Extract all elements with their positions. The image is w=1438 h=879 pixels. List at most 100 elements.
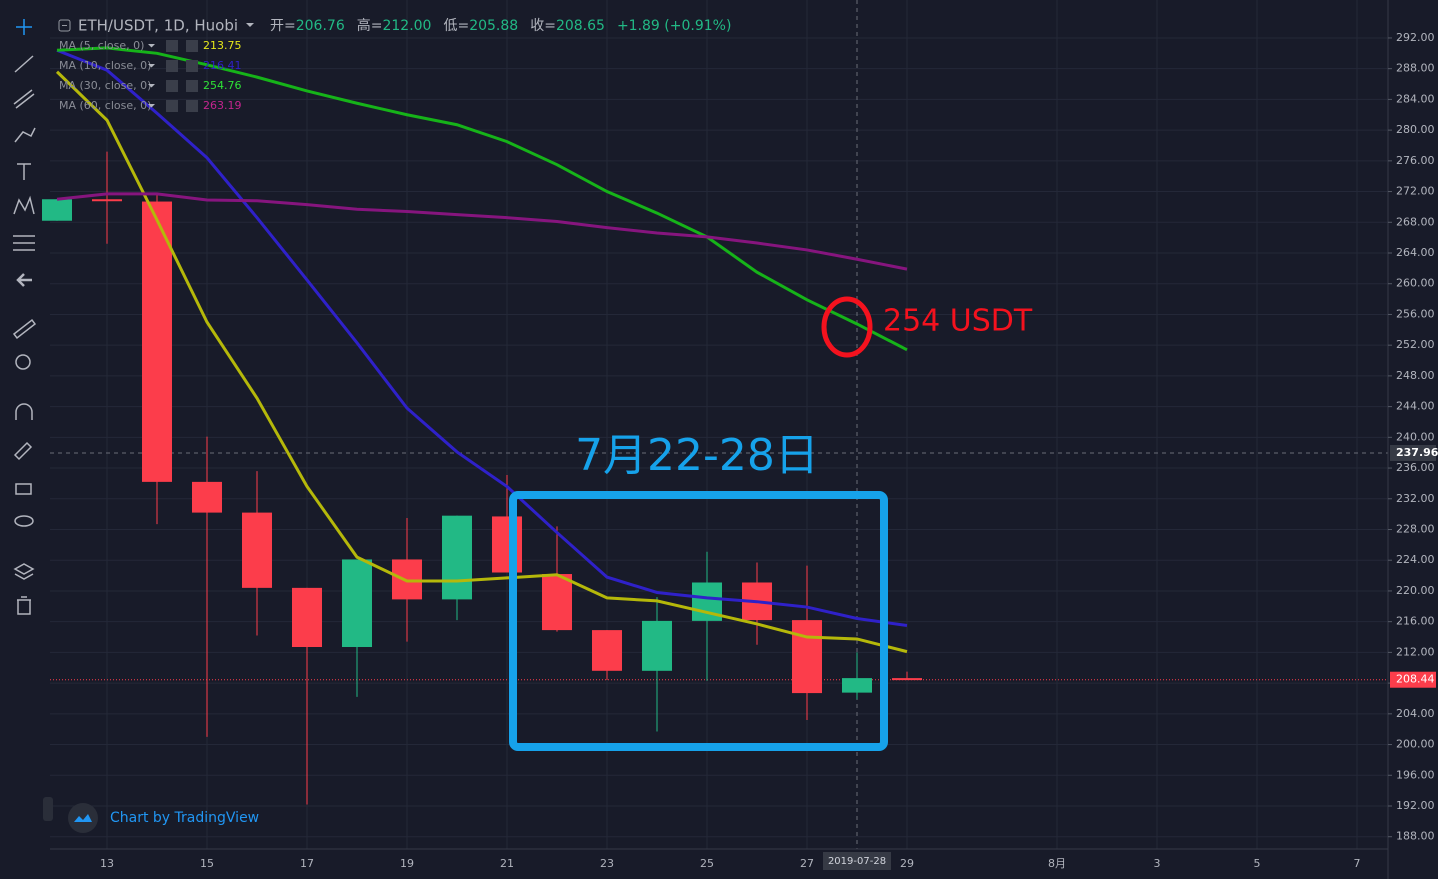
x-tick-label: 5	[1254, 857, 1261, 870]
candle-body	[642, 620, 672, 671]
y-tick-label: 292.00	[1396, 31, 1435, 44]
y-tick-label: 228.00	[1396, 522, 1435, 535]
y-tick-label: 240.00	[1396, 430, 1435, 443]
highlight-circle	[821, 296, 873, 358]
crosshair-date-box	[823, 852, 891, 870]
tool-lock-draw[interactable]	[13, 441, 33, 461]
y-tick-label: 268.00	[1396, 215, 1435, 228]
y-tick-label: 196.00	[1396, 768, 1435, 781]
tool-channel[interactable]	[13, 89, 35, 109]
candle-body	[592, 630, 622, 671]
y-tick-label: 280.00	[1396, 123, 1435, 136]
y-tick-label: 272.00	[1396, 185, 1435, 198]
legend-dropdown	[148, 44, 155, 48]
tool-pattern[interactable]	[13, 195, 35, 215]
tool-delete[interactable]	[17, 596, 31, 615]
legend-dropdown	[148, 104, 155, 108]
stat-change: +1.89 (+0.91%)	[617, 18, 731, 34]
candle-body	[542, 574, 572, 631]
legend-label: MA (60, close, 0)	[59, 99, 151, 112]
y-tick-label: 276.00	[1396, 154, 1435, 167]
legend-value: 216.41	[203, 59, 242, 72]
candle-body	[242, 512, 272, 588]
tool-fib[interactable]	[13, 235, 35, 251]
last-price-box	[1390, 671, 1436, 688]
tool-line[interactable]	[14, 55, 34, 73]
y-tick-label: 244.00	[1396, 400, 1435, 413]
legend-settings	[166, 80, 178, 92]
x-tick-label: 3	[1154, 857, 1161, 870]
legend-value: 263.19	[203, 99, 242, 112]
y-tick-label: 260.00	[1396, 277, 1435, 290]
candle-body	[792, 620, 822, 694]
candle-body	[492, 516, 522, 573]
crosshair-price-label: 237.96	[1396, 446, 1438, 459]
candle-body	[842, 678, 872, 693]
y-tick-label: 284.00	[1396, 92, 1435, 105]
last-price-label: 208.44	[1396, 673, 1435, 686]
y-tick-label: 264.00	[1396, 246, 1435, 259]
x-tick-label: 25	[700, 857, 714, 870]
legend-value: 254.76	[203, 79, 242, 92]
symbol-title[interactable]: ETH/USDT, 1D, Huobi	[78, 17, 238, 35]
legend-dropdown	[148, 64, 155, 68]
candle-body	[292, 587, 322, 648]
tool-ruler[interactable]	[12, 318, 37, 340]
x-tick-label: 27	[800, 857, 814, 870]
y-tick-label: 256.00	[1396, 307, 1435, 320]
legend-value: 213.75	[203, 39, 242, 52]
plot	[42, 0, 1388, 849]
legend-label: MA (30, close, 0)	[59, 79, 151, 92]
crosshair-price-box	[1390, 445, 1436, 462]
legend-settings	[166, 40, 178, 52]
crosshair-date-label: 2019-07-28	[828, 856, 886, 867]
y-tick-label: 220.00	[1396, 584, 1435, 597]
annotation-date-range: 7月22-28日	[575, 430, 819, 481]
x-tick-label: 17	[300, 857, 314, 870]
tool-magnet[interactable]	[15, 403, 33, 420]
tool-visibility[interactable]	[14, 515, 34, 527]
highlight-box	[509, 491, 888, 751]
x-tick-label: 13	[100, 857, 114, 870]
stat-value: 208.65	[556, 18, 605, 34]
candle-body	[42, 199, 72, 221]
legend-label: MA (10, close, 0)	[59, 59, 151, 72]
legend-remove	[186, 60, 198, 72]
tool-layers[interactable]	[13, 563, 35, 580]
legend-remove	[186, 80, 198, 92]
stat-label: 低=	[443, 18, 469, 34]
tool-crosshair[interactable]	[16, 19, 32, 35]
legend-remove	[186, 100, 198, 112]
ma-line	[56, 192, 908, 271]
ohlc-stats: 开= 206.76 高= 212.00 低= 205.88 收= 208.65 +1.89 (+…	[246, 17, 731, 34]
legend-settings	[166, 100, 178, 112]
x-tick-label: 21	[500, 857, 514, 870]
watermark[interactable]: Chart by TradingView	[110, 810, 259, 826]
x-tick-label: 19	[400, 857, 414, 870]
tool-lock[interactable]	[15, 483, 32, 495]
legend-dropdown	[148, 84, 155, 88]
candle-body	[142, 201, 172, 482]
collapse-icon[interactable]	[58, 19, 71, 32]
y-tick-label: 224.00	[1396, 553, 1435, 566]
logo	[68, 803, 98, 833]
x-tick-label: 15	[200, 857, 214, 870]
candle-body	[192, 481, 222, 513]
stat-label: 开=	[270, 18, 296, 34]
y-tick-label: 200.00	[1396, 738, 1435, 751]
legend-label: MA (5, close, 0)	[59, 39, 144, 52]
tool-arrow[interactable]	[16, 273, 32, 287]
tool-text[interactable]	[17, 163, 31, 180]
y-tick-label: 204.00	[1396, 707, 1435, 720]
tool-zoom[interactable]	[15, 354, 31, 370]
axes: 188.00192.00196.00200.00204.00208.00212.…	[100, 31, 1438, 870]
tool-brush[interactable]	[14, 127, 36, 143]
y-tick-label: 192.00	[1396, 799, 1435, 812]
sidebar-toggle[interactable]	[43, 797, 53, 821]
legend: MA (5, close, 0) 213.75 MA (10, close, 0) 2…	[59, 39, 242, 112]
dropdown-arrow	[246, 23, 254, 27]
x-tick-label: 8月	[1048, 857, 1066, 870]
candle-body	[892, 678, 922, 681]
